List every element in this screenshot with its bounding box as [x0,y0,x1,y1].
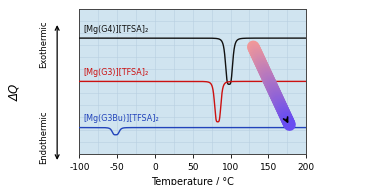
Text: ΔQ: ΔQ [8,84,21,101]
Text: [Mg(G4)][TFSA]₂: [Mg(G4)][TFSA]₂ [83,25,149,34]
Text: [Mg(G3)][TFSA]₂: [Mg(G3)][TFSA]₂ [83,68,149,77]
Text: [Mg(G3Bu)][TFSA]₂: [Mg(G3Bu)][TFSA]₂ [83,114,159,123]
Text: Exothermic: Exothermic [39,21,48,68]
Text: Endothermic: Endothermic [39,110,48,164]
X-axis label: Temperature / °C: Temperature / °C [151,177,234,185]
